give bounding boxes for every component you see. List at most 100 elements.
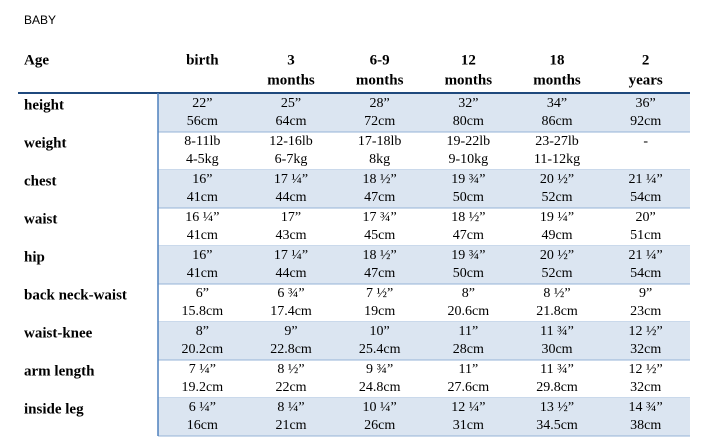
cell-text: 11 ¾”: [540, 362, 574, 377]
cell-text: 14 ¾”: [629, 400, 663, 415]
cell-text: 23cm: [630, 304, 661, 319]
cell-text: 12-16lb: [269, 134, 313, 149]
cell-text: 51cm: [630, 228, 661, 243]
cell-text: 7 ¼”: [189, 362, 216, 377]
cell-text: 19cm: [364, 304, 395, 319]
cell-text: 16 ¼”: [185, 210, 219, 225]
cell-text: 52cm: [541, 266, 572, 281]
cell-text: 8”: [462, 286, 475, 301]
cell-text: 41cm: [187, 190, 218, 205]
cell-text: 8 ¼”: [277, 400, 304, 415]
cell-text: 45cm: [364, 228, 395, 243]
cell-text: 28cm: [453, 342, 484, 357]
cell-text: 17-18lb: [358, 134, 402, 149]
cell-text: 47cm: [364, 266, 395, 281]
cell-text: 10”: [370, 324, 390, 339]
header-cell: months: [356, 72, 404, 88]
cell-text: 64cm: [275, 114, 306, 129]
row-label: height: [24, 97, 64, 113]
cell-text: 34.5cm: [536, 418, 578, 433]
cell-text: 6-7kg: [275, 152, 308, 167]
cell-text: 54cm: [630, 190, 661, 205]
cell-text: 8kg: [369, 152, 390, 167]
cell-text: 20 ½”: [540, 172, 574, 187]
cell-text: 9-10kg: [448, 152, 488, 167]
cell-text: 17.4cm: [270, 304, 312, 319]
cell-text: 19 ¼”: [540, 210, 574, 225]
cell-text: 9”: [284, 324, 297, 339]
cell-text: 16”: [192, 172, 212, 187]
cell-text: 8”: [196, 324, 209, 339]
cell-text: 41cm: [187, 228, 218, 243]
cell-text: 18 ½”: [363, 248, 397, 263]
cell-text: 7 ½”: [366, 286, 393, 301]
cell-text: 21 ¼”: [629, 248, 663, 263]
row-band: [158, 398, 690, 436]
cell-text: 17 ¼”: [274, 248, 308, 263]
row-label: waist: [24, 211, 57, 227]
cell-text: -: [643, 134, 648, 149]
header-cell: years: [629, 72, 663, 88]
cell-text: 16”: [192, 248, 212, 263]
cell-text: 12 ½”: [629, 362, 663, 377]
cell-text: 44cm: [275, 266, 306, 281]
row-band: [158, 246, 690, 284]
header-cell: months: [533, 72, 581, 88]
cell-text: 80cm: [453, 114, 484, 129]
cell-text: 41cm: [187, 266, 218, 281]
cell-text: 21cm: [275, 418, 306, 433]
cell-text: 52cm: [541, 190, 572, 205]
cell-text: 13 ½”: [540, 400, 574, 415]
cell-text: 23-27lb: [535, 134, 579, 149]
cell-text: 36”: [636, 96, 656, 111]
cell-text: 20 ½”: [540, 248, 574, 263]
row-label: weight: [24, 135, 67, 151]
cell-text: 19-22lb: [447, 134, 491, 149]
cell-text: 6 ¼”: [189, 400, 216, 415]
cell-text: 20”: [636, 210, 656, 225]
cell-text: 19.2cm: [182, 380, 224, 395]
cell-text: 11-12kg: [534, 152, 580, 167]
row-label: chest: [24, 173, 57, 189]
cell-text: 12 ¼”: [451, 400, 485, 415]
row-label: hip: [24, 249, 45, 265]
cell-text: 86cm: [541, 114, 572, 129]
row-band: [158, 170, 690, 208]
cell-text: 9”: [639, 286, 652, 301]
cell-text: 24.8cm: [359, 380, 401, 395]
cell-text: 56cm: [187, 114, 218, 129]
cell-text: 21.8cm: [536, 304, 578, 319]
cell-text: 18 ½”: [363, 172, 397, 187]
cell-text: 26cm: [364, 418, 395, 433]
cell-text: 47cm: [453, 228, 484, 243]
cell-text: 11 ¾”: [540, 324, 574, 339]
cell-text: 8 ½”: [277, 362, 304, 377]
row-band: [158, 322, 690, 360]
cell-text: 22.8cm: [270, 342, 312, 357]
cell-text: 54cm: [630, 266, 661, 281]
header-cell: 18: [550, 52, 565, 68]
cell-text: 32”: [458, 96, 478, 111]
chart-title: BABY: [24, 13, 56, 27]
cell-text: 11”: [458, 324, 478, 339]
cell-text: 16cm: [187, 418, 218, 433]
cell-text: 43cm: [275, 228, 306, 243]
cell-text: 4-5kg: [186, 152, 219, 167]
row-band: [158, 94, 690, 132]
cell-text: 47cm: [364, 190, 395, 205]
header-cell: months: [267, 72, 315, 88]
header-cell: 12: [461, 52, 476, 68]
header-cell: 3: [287, 52, 295, 68]
cell-text: 49cm: [541, 228, 572, 243]
cell-text: 20.6cm: [448, 304, 490, 319]
row-label: arm length: [24, 363, 95, 379]
cell-text: 12 ½”: [629, 324, 663, 339]
cell-text: 32cm: [630, 342, 661, 357]
cell-text: 6 ¾”: [277, 286, 304, 301]
header-cell: months: [445, 72, 493, 88]
cell-text: 11”: [458, 362, 478, 377]
cell-text: 17 ¼”: [274, 172, 308, 187]
cell-text: 50cm: [453, 266, 484, 281]
cell-text: 19 ¾”: [451, 172, 485, 187]
header-cell: Age: [24, 52, 49, 68]
